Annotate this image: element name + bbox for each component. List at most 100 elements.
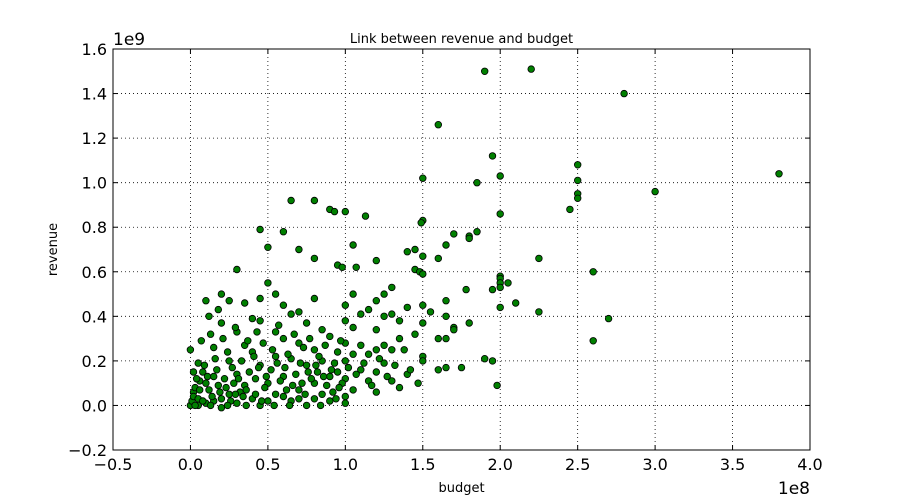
data-point [352, 370, 360, 378]
data-point [403, 247, 411, 256]
x-offset-label: 1e8 [778, 479, 810, 499]
x-tick-label: 0.5 [255, 455, 280, 474]
data-point [341, 207, 349, 216]
data-point [191, 401, 199, 410]
data-point [535, 254, 543, 263]
data-point [217, 319, 226, 327]
data-point [383, 372, 391, 381]
data-point [237, 357, 246, 365]
data-point [225, 357, 233, 365]
data-point [326, 372, 334, 381]
data-point [264, 243, 272, 251]
data-point [276, 377, 284, 385]
data-point [321, 341, 329, 349]
data-point [406, 366, 415, 374]
axis-ticks [112, 48, 811, 451]
y-tick-label: 0.8 [82, 218, 107, 237]
data-point [372, 256, 380, 265]
data-point [298, 379, 306, 387]
data-point [775, 170, 783, 178]
data-point [295, 395, 303, 403]
data-point [202, 379, 210, 387]
data-point [400, 346, 408, 354]
data-point [307, 375, 315, 383]
y-tick-label: 0.2 [82, 352, 107, 371]
data-point [496, 210, 504, 218]
data-point [442, 297, 450, 305]
data-point [242, 386, 250, 394]
data-point [248, 314, 257, 323]
data-point [450, 326, 458, 334]
data-point [338, 263, 346, 271]
data-point [326, 332, 334, 341]
data-point [434, 120, 442, 129]
data-point [253, 328, 261, 336]
data-point [372, 346, 380, 354]
y-tick-label: 1.6 [82, 40, 107, 59]
data-point [434, 366, 442, 374]
data-point [450, 230, 458, 238]
data-point [251, 390, 260, 398]
data-point [465, 234, 473, 243]
data-point [264, 397, 272, 405]
data-point [434, 254, 442, 263]
x-tick-label: 0.0 [178, 455, 203, 474]
data-point [304, 368, 312, 376]
data-point [230, 379, 238, 387]
data-point [295, 386, 303, 394]
data-point [217, 290, 226, 298]
x-tick-label: −0.5 [94, 455, 133, 474]
data-point [352, 263, 360, 271]
data-point [251, 375, 260, 383]
data-point [417, 219, 425, 227]
data-point [372, 297, 380, 305]
data-point [228, 363, 236, 372]
data-point [202, 297, 210, 305]
data-point [349, 290, 357, 298]
data-point [535, 308, 543, 316]
data-point [341, 357, 349, 365]
data-point [341, 317, 349, 325]
data-point [349, 386, 357, 394]
data-point [239, 392, 247, 401]
data-point [268, 346, 277, 354]
data-point [306, 334, 314, 343]
data-point [335, 383, 343, 392]
data-point [271, 328, 280, 336]
y-tick-label: 1.2 [82, 129, 107, 148]
data-point [254, 363, 263, 372]
data-point [574, 176, 582, 185]
data-point [395, 383, 404, 392]
data-point [219, 334, 227, 343]
data-point [344, 363, 353, 372]
data-point [462, 285, 470, 294]
data-point [271, 352, 280, 361]
data-point [217, 395, 226, 403]
data-point [391, 361, 399, 369]
x-tick-label: 3.5 [720, 455, 745, 474]
plot-frame [112, 48, 811, 451]
data-point [330, 359, 339, 367]
data-point [318, 390, 326, 398]
data-point [375, 355, 384, 363]
data-point [388, 310, 396, 318]
x-tick-label: 3.0 [642, 455, 667, 474]
y-tick-label: 0.6 [82, 263, 107, 282]
data-point [223, 348, 232, 356]
data-point [388, 377, 396, 385]
y-tick-label: −0.2 [68, 441, 107, 460]
data-point [457, 363, 466, 372]
data-point [380, 312, 388, 320]
data-point [233, 265, 241, 274]
data-point [488, 285, 497, 294]
data-point [194, 359, 202, 367]
y-tick-labels: −0.2 0.0 0.2 0.4 0.6 0.8 1.0 1.2 1.4 1.6 [68, 40, 107, 460]
data-point [310, 346, 319, 354]
data-point [214, 305, 222, 314]
data-point [395, 334, 404, 343]
data-point [223, 401, 232, 410]
data-point [357, 341, 365, 349]
x-tick-label: 1.5 [410, 455, 435, 474]
data-point [231, 323, 240, 332]
data-point [496, 172, 504, 180]
